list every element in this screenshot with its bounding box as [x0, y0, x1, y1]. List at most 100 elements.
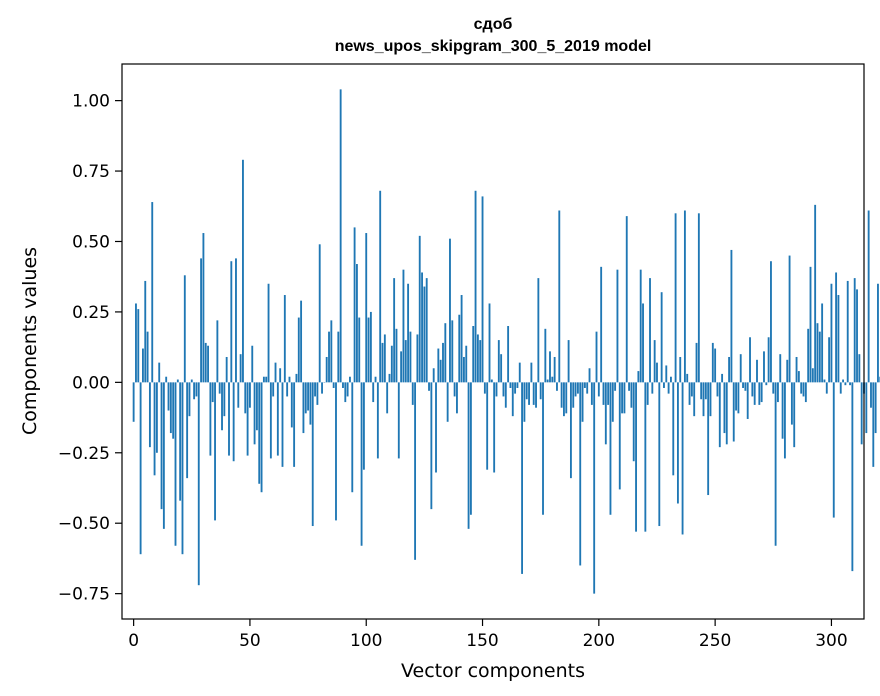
bar [635, 382, 637, 532]
bar [728, 356, 731, 383]
bar [237, 382, 240, 408]
bar [230, 261, 233, 383]
bar [681, 382, 684, 535]
bar [232, 382, 235, 462]
bar [695, 342, 698, 383]
bar [765, 382, 768, 386]
bar [186, 382, 189, 479]
bar [372, 382, 375, 403]
bar [572, 382, 575, 408]
bar [644, 382, 647, 532]
bar [342, 382, 344, 388]
bar [386, 382, 389, 414]
chart-title: сдоб [474, 16, 513, 33]
bar [511, 382, 514, 417]
bar [646, 382, 649, 405]
bar [500, 354, 503, 383]
bar [576, 382, 579, 394]
bar [244, 382, 247, 414]
bar [721, 373, 724, 383]
bar [414, 382, 417, 560]
bar [321, 382, 323, 394]
bar [837, 295, 840, 383]
bar [521, 382, 523, 574]
bar [276, 382, 279, 456]
bar [802, 382, 805, 397]
bar [758, 382, 761, 405]
bar [821, 303, 824, 383]
bar [751, 382, 754, 397]
y-tick-label: 0.75 [72, 162, 110, 182]
bar [686, 373, 689, 383]
bar [153, 382, 156, 476]
bar [383, 334, 386, 383]
bar [825, 382, 828, 394]
y-tick-label: −0.75 [58, 585, 110, 605]
y-axis-label: Components values [19, 247, 41, 435]
bar [325, 356, 328, 383]
bar [430, 382, 433, 510]
bar [202, 233, 205, 383]
bar [723, 382, 726, 434]
bar [349, 376, 351, 383]
bar [442, 342, 444, 383]
bar [281, 382, 284, 467]
bar [858, 354, 861, 383]
bar [537, 278, 540, 383]
bar [551, 376, 554, 383]
bar [730, 249, 733, 383]
bar [462, 356, 465, 383]
bar [507, 326, 510, 383]
bar [609, 382, 612, 515]
bar [253, 382, 256, 445]
bar [621, 382, 624, 414]
bar [783, 382, 786, 459]
bar [397, 382, 400, 459]
bar [663, 382, 665, 388]
bar [388, 373, 391, 383]
bar [290, 382, 293, 428]
bar [816, 323, 819, 383]
x-tick-label: 300 [815, 631, 847, 651]
bar [679, 356, 682, 383]
bar [660, 292, 663, 383]
bar [581, 382, 584, 422]
bar [167, 382, 170, 411]
bar [493, 382, 496, 473]
bar [556, 382, 558, 391]
bar [144, 280, 147, 383]
bar [832, 382, 835, 518]
bar [725, 382, 728, 445]
bar [188, 382, 191, 417]
bar [416, 334, 419, 383]
bar [409, 331, 412, 383]
bar [860, 382, 863, 445]
bar [753, 382, 756, 405]
bar [274, 362, 277, 383]
y-tick-label: −0.25 [58, 444, 110, 464]
bar [846, 280, 849, 383]
bar [439, 359, 442, 383]
bar [786, 359, 789, 383]
bar [365, 233, 368, 383]
bar [618, 382, 621, 490]
bar [379, 190, 382, 383]
bar [735, 382, 737, 411]
bar [304, 382, 307, 414]
bar [483, 382, 486, 394]
bar [193, 382, 196, 400]
bar [809, 266, 812, 383]
bar [637, 371, 640, 383]
bar [676, 382, 679, 504]
bar [486, 382, 489, 470]
bar [842, 379, 844, 383]
bar [142, 348, 144, 383]
bar [146, 331, 149, 383]
bar [811, 368, 814, 383]
bar [246, 382, 249, 456]
bar [474, 190, 477, 383]
bar [223, 382, 226, 417]
bar [479, 340, 482, 383]
bar [162, 382, 165, 529]
bar [667, 382, 670, 394]
